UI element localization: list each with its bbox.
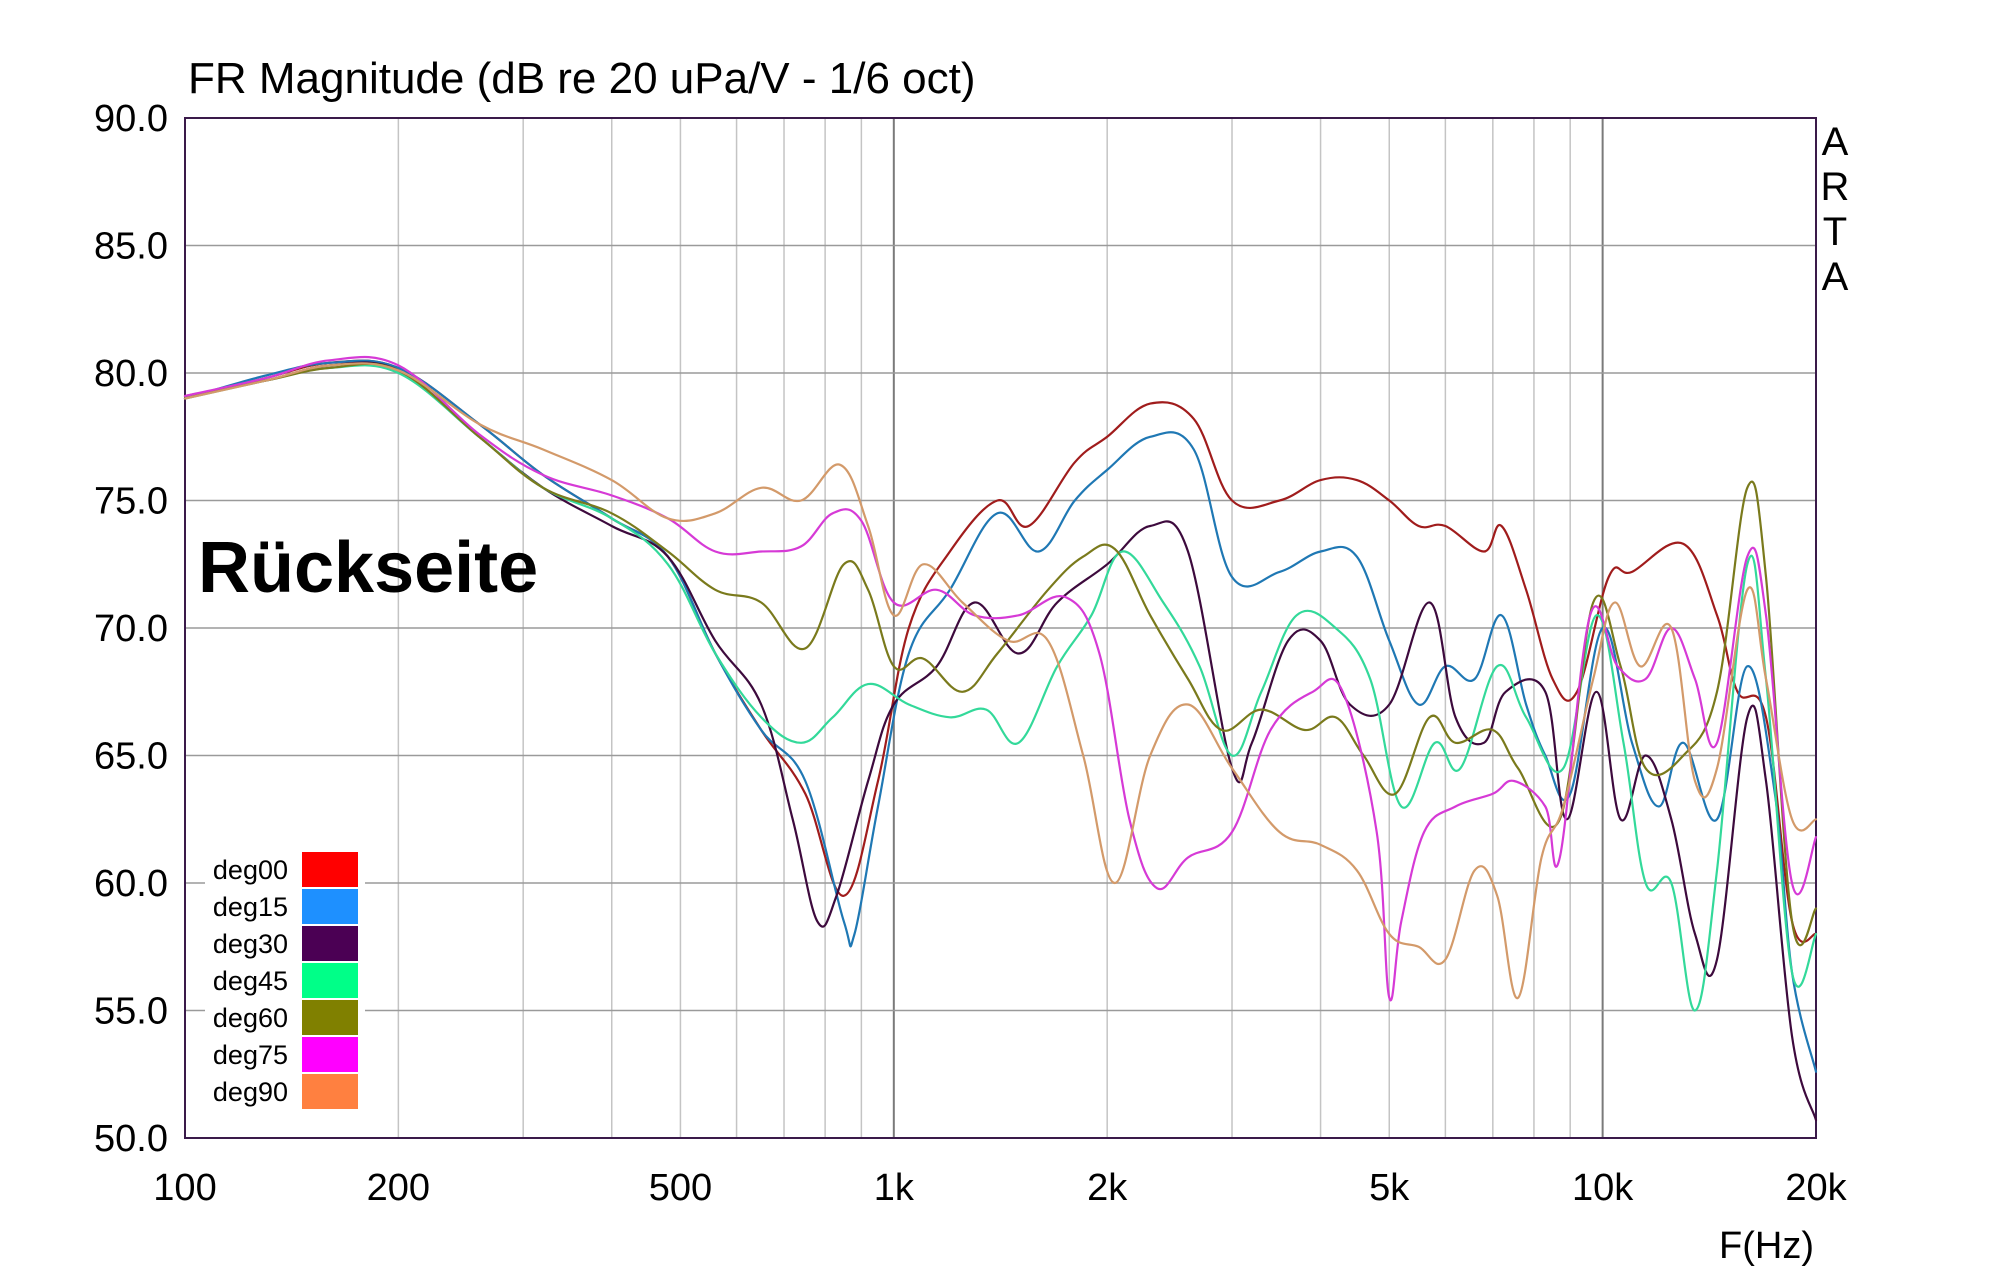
watermark-letter: A [1822,255,1849,299]
y-axis-ticks: 90.0 85.0 80.0 75.0 70.0 65.0 60.0 55.0 50.0 [94,98,168,1160]
side-annotation: Rückseite [198,528,538,608]
y-tick-label: 55.0 [94,991,168,1033]
y-tick-label: 70.0 [94,608,168,650]
legend-swatch-deg15 [302,889,358,924]
watermark-letter: A [1822,120,1849,164]
legend-swatch-deg30 [302,926,358,961]
legend-swatch-deg75 [302,1037,358,1072]
legend-label-deg30: deg30 [213,929,288,959]
series-line-deg90 [183,362,1818,999]
x-axis-ticks: 100 200 500 1k 2k 5k 10k 20k [153,1167,1847,1209]
watermark-letter: R [1821,165,1850,209]
chart-title: FR Magnitude (dB re 20 uPa/V - 1/6 oct) [188,54,976,103]
x-tick-label: 2k [1087,1167,1128,1209]
x-axis-label: F(Hz) [1719,1225,1814,1267]
x-tick-label: 20k [1785,1167,1847,1209]
y-tick-label: 75.0 [94,481,168,523]
legend: deg00 deg15 deg30 deg45 deg60 deg75 deg90 [205,845,365,1115]
plot-frame [184,117,1817,1139]
legend-label-deg15: deg15 [213,892,288,922]
series-lines [183,355,1818,1122]
y-tick-label: 50.0 [94,1118,168,1160]
y-tick-label: 90.0 [94,98,168,140]
x-tick-label: 500 [649,1167,712,1209]
x-tick-label: 5k [1369,1167,1410,1209]
x-tick-label: 100 [153,1167,216,1209]
legend-label-deg00: deg00 [213,855,288,885]
series-line-deg75 [183,355,1818,1002]
legend-swatch-deg00 [302,852,358,887]
series-line-deg60 [183,362,1818,947]
legend-swatch-deg45 [302,963,358,998]
legend-label-deg60: deg60 [213,1003,288,1033]
y-tick-label: 80.0 [94,353,168,395]
legend-label-deg45: deg45 [213,966,288,996]
series-line-deg15 [183,359,1818,1073]
y-tick-label: 85.0 [94,226,168,268]
x-tick-label: 1k [874,1167,915,1209]
legend-swatch-deg60 [302,1000,358,1035]
legend-label-deg90: deg90 [213,1077,288,1107]
y-tick-label: 65.0 [94,736,168,778]
watermark-letter: T [1823,210,1847,254]
x-tick-label: 200 [367,1167,430,1209]
y-tick-label: 60.0 [94,863,168,905]
x-tick-label: 10k [1572,1167,1634,1209]
series-line-deg45 [183,364,1818,1012]
legend-label-deg75: deg75 [213,1040,288,1070]
legend-swatch-deg90 [302,1074,358,1109]
